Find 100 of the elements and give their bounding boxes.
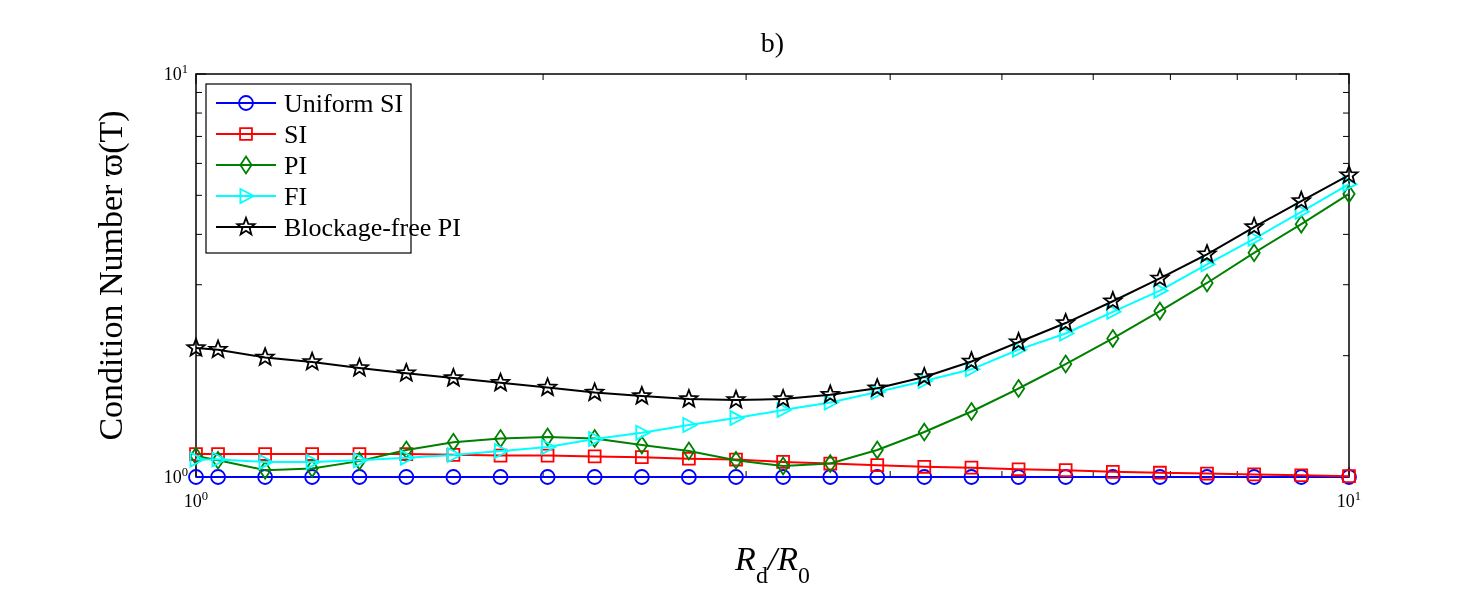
point <box>914 367 934 386</box>
point <box>208 339 228 358</box>
point <box>634 450 649 465</box>
point <box>867 378 887 397</box>
point <box>443 368 463 387</box>
point <box>255 347 275 366</box>
point <box>586 469 603 485</box>
point <box>1106 303 1122 320</box>
point <box>1012 379 1026 398</box>
point <box>917 459 932 474</box>
point <box>585 382 605 401</box>
point <box>1150 268 1170 287</box>
point <box>302 351 322 371</box>
point <box>776 455 790 469</box>
point <box>1200 273 1214 293</box>
point <box>728 469 744 485</box>
point <box>776 402 792 418</box>
point <box>682 417 698 433</box>
point <box>635 424 651 441</box>
point <box>539 469 556 485</box>
legend-label: SI <box>284 120 308 149</box>
point <box>635 435 649 455</box>
point <box>776 456 790 476</box>
point <box>1342 176 1358 193</box>
point <box>1010 469 1027 485</box>
point <box>1059 325 1075 342</box>
point <box>1199 469 1215 485</box>
point <box>1247 243 1261 263</box>
point <box>1058 463 1073 477</box>
legend-label: Uniform SI <box>284 89 404 118</box>
point <box>1200 466 1214 481</box>
point <box>490 372 511 392</box>
x-axis-title: R$_{d}$/R$_{0}$ <box>734 540 810 588</box>
point <box>1059 354 1073 374</box>
point <box>775 469 792 485</box>
point <box>682 441 696 461</box>
point <box>869 469 886 485</box>
point <box>1057 469 1074 485</box>
point <box>349 358 370 377</box>
point <box>680 469 697 485</box>
point <box>1197 244 1217 263</box>
point <box>1056 313 1076 332</box>
point <box>964 361 981 378</box>
point <box>258 447 272 461</box>
point <box>541 439 557 455</box>
point <box>729 410 745 427</box>
point <box>1294 214 1308 234</box>
chart-title: b) <box>760 27 785 58</box>
point <box>1342 184 1356 204</box>
point <box>305 454 321 470</box>
point <box>258 460 272 480</box>
point <box>258 454 274 470</box>
point <box>964 460 979 475</box>
point <box>1153 301 1167 321</box>
point <box>1103 291 1123 310</box>
point <box>1106 464 1120 479</box>
point <box>398 469 415 485</box>
point <box>1291 191 1311 210</box>
point <box>916 469 933 485</box>
legend-label: PI <box>284 151 308 180</box>
point <box>964 402 978 421</box>
point <box>1009 332 1029 351</box>
point <box>305 459 319 478</box>
point <box>726 389 746 409</box>
point <box>445 469 462 485</box>
point <box>351 469 368 485</box>
point <box>1011 462 1026 477</box>
point <box>257 469 274 485</box>
point <box>305 447 319 461</box>
point <box>1244 217 1264 236</box>
point <box>961 351 982 370</box>
point <box>870 440 884 460</box>
point <box>682 451 696 466</box>
point <box>494 429 508 448</box>
point <box>1200 256 1216 273</box>
point <box>446 432 460 452</box>
point <box>1247 230 1263 247</box>
point <box>494 443 510 459</box>
point <box>633 469 650 485</box>
point <box>632 386 652 405</box>
legend-label: FI <box>284 182 308 211</box>
point <box>1153 465 1167 480</box>
point <box>538 377 558 396</box>
point <box>822 469 839 485</box>
point <box>399 449 415 466</box>
point <box>540 448 555 463</box>
point <box>1153 282 1169 299</box>
point <box>210 469 226 485</box>
point <box>1294 203 1310 220</box>
point <box>492 469 509 485</box>
point <box>679 389 699 408</box>
point <box>870 458 885 473</box>
point <box>1104 469 1121 485</box>
point <box>1152 469 1168 485</box>
point <box>963 469 980 485</box>
point <box>917 422 931 442</box>
point <box>541 427 555 447</box>
point <box>773 389 793 408</box>
point <box>820 384 840 403</box>
point <box>1339 165 1359 184</box>
